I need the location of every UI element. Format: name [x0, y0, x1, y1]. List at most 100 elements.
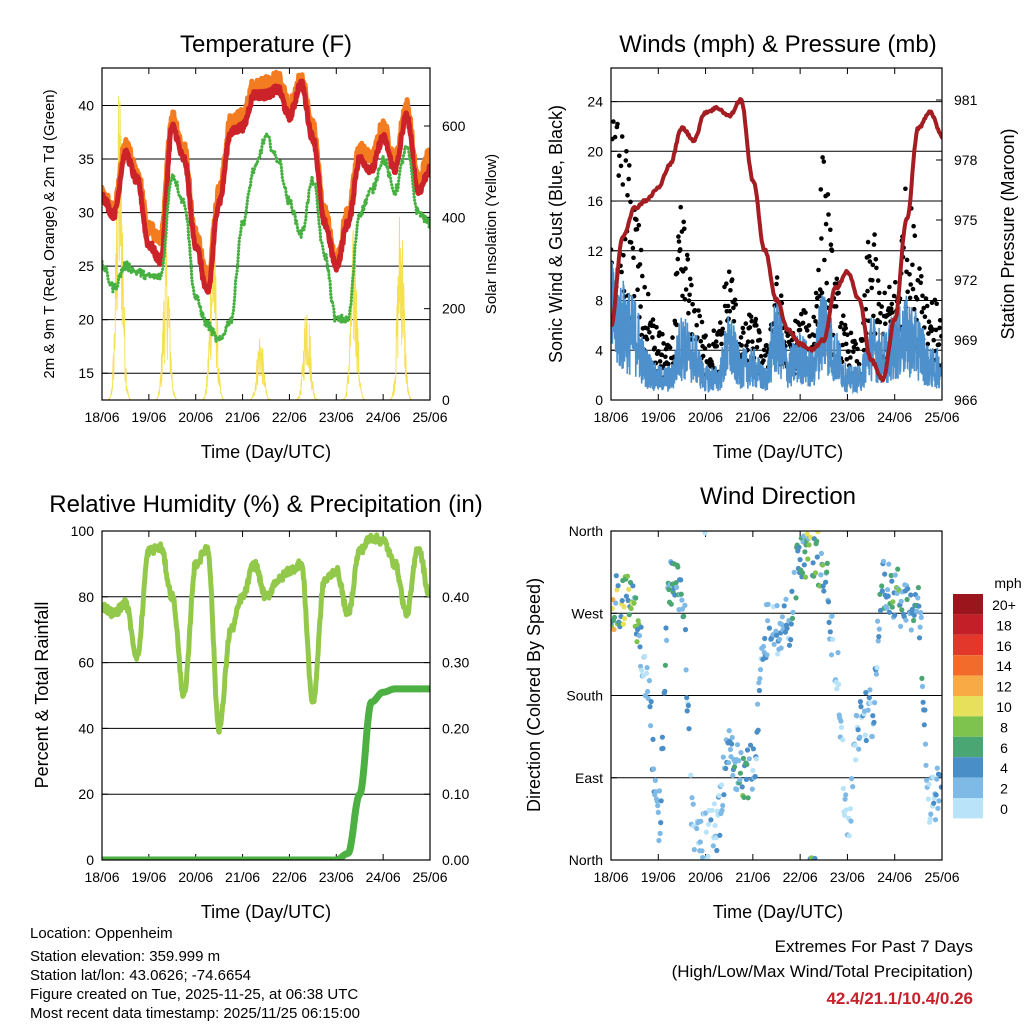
gust-point: [674, 322, 679, 328]
gust-point: [799, 311, 804, 317]
gust-point: [645, 326, 650, 331]
gust-point: [865, 239, 871, 245]
relative-humidity-line: [102, 532, 430, 735]
gust-point: [819, 236, 824, 241]
x-tick-label: 19/06: [641, 869, 676, 885]
wind-direction-point: [857, 699, 864, 705]
wind-direction-point: [756, 687, 763, 694]
wind-direction-point: [720, 754, 726, 760]
wind-direction-point: [793, 595, 799, 601]
gust-point: [848, 355, 853, 360]
wind-direction-point: [626, 612, 632, 618]
gust-point: [667, 345, 673, 350]
wind-direction-point: [749, 786, 755, 792]
gust-point: [851, 349, 856, 355]
wind-direction-point: [931, 800, 937, 806]
gust-point: [652, 345, 657, 351]
gust-point: [611, 119, 616, 124]
wind-direction-xlabel: Time (Day/UTC): [713, 902, 843, 922]
gust-point: [877, 319, 883, 325]
winds-ylabel: Sonic Wind & Gust (Blue, Black): [546, 105, 566, 363]
gust-point: [642, 284, 647, 290]
wind-direction-point: [854, 713, 860, 719]
wind-direction-point: [723, 765, 729, 772]
wind-direction-point: [936, 798, 942, 804]
gust-point: [844, 357, 850, 362]
wind-direction-point: [648, 699, 654, 705]
wind-direction-point: [927, 816, 933, 822]
wind-direction-point: [840, 737, 846, 743]
wind-direction-point: [714, 847, 720, 854]
gust-point: [703, 333, 708, 339]
gust-point: [934, 301, 939, 307]
wind-direction-point: [683, 667, 689, 673]
legend-swatch: [953, 655, 983, 676]
gust-point: [683, 266, 688, 271]
wind-direction-point: [773, 628, 779, 634]
wind-direction-point: [678, 591, 684, 597]
wind-direction-point: [911, 612, 917, 618]
wind-direction-point: [933, 792, 939, 798]
wind-direction-point: [743, 776, 750, 783]
gust-point: [921, 305, 926, 311]
temperature-title: Temperature (F): [180, 31, 352, 58]
wind-direction-point: [730, 772, 736, 779]
wind-direction-point: [892, 572, 898, 578]
wind-direction-point: [814, 538, 820, 544]
gust-point: [638, 304, 643, 309]
wind-direction-point: [718, 782, 725, 788]
gust-point: [883, 321, 888, 327]
x-tick-label: 23/06: [319, 409, 354, 425]
gust-point: [689, 282, 694, 288]
wind-direction-point: [783, 596, 789, 602]
legend-swatch: [953, 634, 983, 656]
gust-point: [623, 158, 629, 163]
wind-direction-point: [684, 708, 690, 714]
plot-frame: [610, 67, 943, 401]
wind-direction-point: [848, 818, 854, 824]
wind-direction-point: [719, 807, 725, 814]
wind-direction-point: [802, 574, 809, 580]
wind-direction-point: [805, 556, 811, 562]
gust-point: [634, 217, 639, 222]
x-tick-label: 20/06: [178, 869, 213, 885]
wind-direction-point: [721, 792, 727, 798]
gust-point: [891, 293, 897, 299]
gust-point: [855, 346, 860, 352]
wind-direction-point: [682, 627, 689, 633]
wind-direction-point: [642, 653, 648, 660]
y-tick-label: 8: [595, 293, 603, 309]
gust-point: [869, 285, 874, 291]
wind-direction-point: [928, 811, 934, 817]
gust-point: [890, 310, 895, 315]
gust-point: [870, 278, 875, 283]
wind-direction-point: [663, 625, 669, 631]
y2-tick-label: 0.40: [442, 589, 469, 605]
gust-point: [619, 134, 625, 139]
gust-point: [638, 247, 644, 253]
wind-direction-point: [863, 737, 869, 744]
wind-direction-point: [821, 588, 827, 594]
gust-point: [917, 266, 922, 271]
wind-direction-point: [843, 807, 849, 813]
wind-direction-point: [644, 665, 650, 671]
x-tick-label: 23/06: [830, 409, 865, 425]
gust-point: [757, 337, 763, 343]
wind-direction-point: [917, 624, 923, 630]
gust-point: [918, 280, 923, 286]
x-tick-label: 20/06: [178, 409, 213, 425]
gust-point: [615, 121, 620, 127]
wind-direction-point: [886, 609, 893, 615]
gust-point: [910, 286, 916, 292]
wind-direction-point: [611, 605, 615, 612]
gust-point: [846, 349, 851, 354]
gust-point: [870, 262, 876, 268]
wind-direction-point: [619, 598, 625, 604]
gust-point: [925, 341, 931, 347]
humidity-ylabel: Percent & Total Rainfall: [32, 602, 52, 789]
wind-direction-point: [731, 764, 738, 770]
gust-point: [624, 149, 629, 154]
wind-direction-point: [815, 531, 821, 535]
